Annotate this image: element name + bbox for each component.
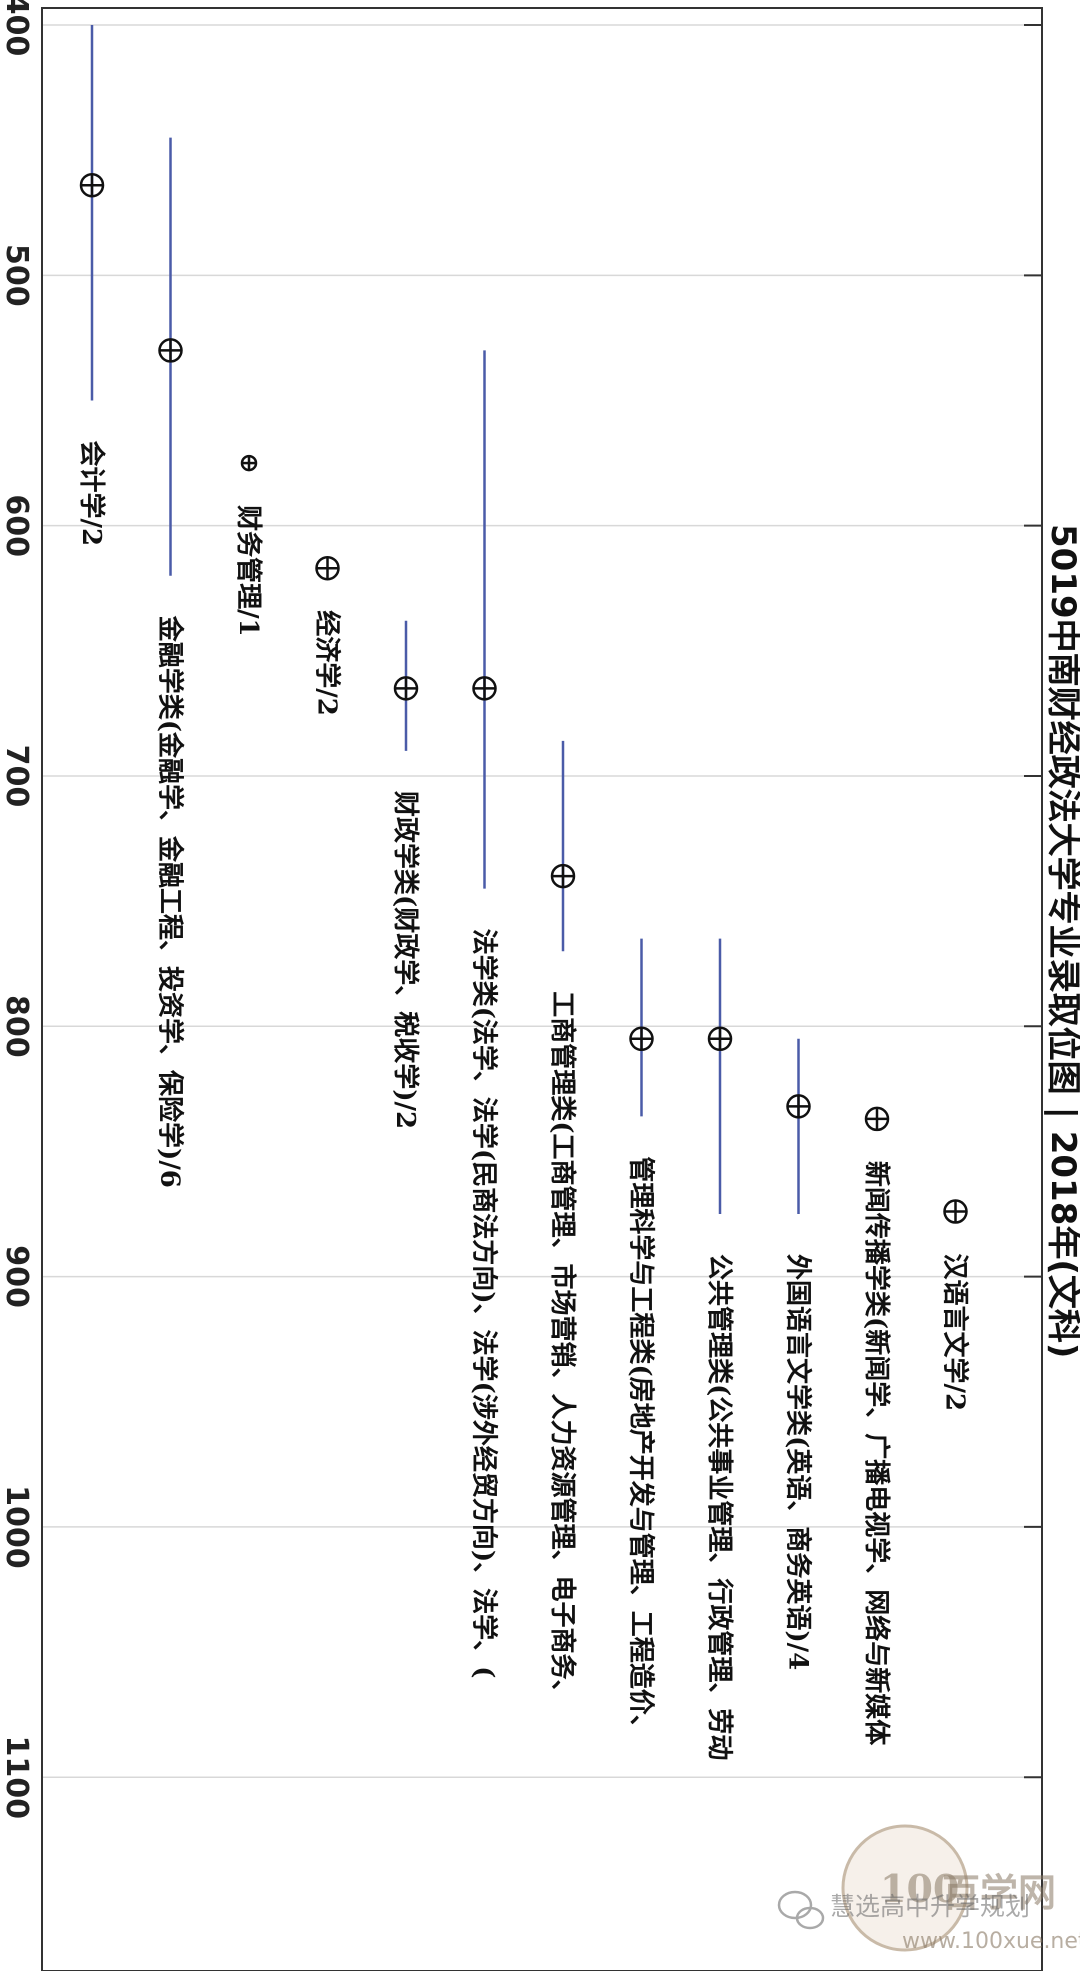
category-label: 会计学/2	[76, 440, 107, 546]
tick-label: 400	[0, 0, 34, 56]
category-label: 财政学类(财政学、税收学)/2	[390, 791, 421, 1129]
watermark-logo-circle	[841, 1824, 969, 1952]
center-marker	[393, 676, 419, 701]
chart-title: 5019中南财经政法大学专业录取位图 | 2018年(文科)	[1043, 524, 1080, 1358]
category-label: 法学类(法学、法学(民商法方向)、法学(涉外经贸方向)、法学、(	[469, 929, 500, 1679]
center-marker	[315, 555, 340, 581]
category-label: 财务管理/1	[233, 505, 263, 637]
category-label: 经济学/2	[312, 610, 343, 716]
category-labels: 会计学/2 金融学类(金融学、金融工程、投资学、保险学)/6 财务管理/1 经济学/2…	[76, 440, 971, 1760]
tick-label: 1100	[0, 1736, 34, 1820]
axis-tick-labels: 400 500 600 700 800 900 1000 1100	[0, 0, 34, 1819]
category-label: 金融学类(金融学、金融工程、投资学、保险学)/6	[155, 615, 186, 1188]
watermark: 100 百学网 www.100xue.net 慧选高中升学规划	[777, 1824, 1080, 1954]
tick-label: 700	[0, 745, 34, 808]
category-label: 汉语言文学/2	[940, 1254, 971, 1412]
tick-label: 1000	[0, 1485, 34, 1569]
center-marker	[550, 863, 576, 889]
tick-label: 900	[0, 1245, 34, 1308]
watermark-handle: 慧选高中升学规划	[830, 1892, 1030, 1921]
center-marker	[158, 338, 183, 363]
axis-ticks	[1024, 24, 1042, 1779]
tick-label: 500	[0, 244, 34, 307]
center-marker	[240, 454, 258, 472]
center-marker	[864, 1106, 890, 1132]
category-label: 外国语言文学类(英语、商务英语)/4	[783, 1254, 814, 1670]
wechat-icon	[777, 1890, 825, 1930]
category-label: 公共管理类(公共事业管理、行政管理、劳动	[704, 1254, 735, 1760]
watermark-logo-text: 100	[880, 1866, 959, 1911]
center-marker	[786, 1094, 811, 1119]
gridlines	[42, 24, 1042, 1779]
center-markers	[79, 172, 968, 1224]
tick-label: 600	[0, 494, 34, 557]
watermark-brand: 百学网	[942, 1870, 1056, 1915]
watermark-site: www.100xue.net	[902, 1929, 1080, 1954]
center-marker	[707, 1026, 733, 1052]
center-marker	[472, 676, 497, 701]
tick-label: 800	[0, 995, 34, 1058]
center-marker	[79, 172, 105, 198]
center-marker	[629, 1026, 654, 1052]
category-label: 工商管理类(工商管理、市场营销、人力资源管理、电子商务、	[547, 991, 578, 1705]
center-marker	[943, 1199, 968, 1224]
plot-frame	[41, 7, 1043, 1971]
category-label: 新闻传播学类(新闻学、广播电视学、网络与新媒体	[861, 1161, 892, 1746]
category-label: 管理科学与工程类(房地产开发与管理、工程造价、	[626, 1156, 657, 1740]
